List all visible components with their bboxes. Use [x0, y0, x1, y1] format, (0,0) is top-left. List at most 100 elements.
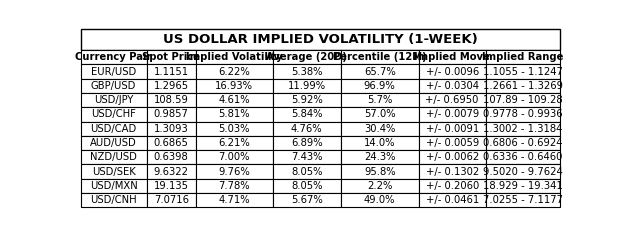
Bar	[147, 150, 196, 165]
Bar	[341, 93, 419, 107]
Text: 107.89 - 109.28: 107.89 - 109.28	[483, 95, 562, 105]
Text: 0.6336 - 0.6460: 0.6336 - 0.6460	[483, 152, 562, 162]
Text: 6.21%: 6.21%	[218, 138, 250, 148]
Bar	[147, 65, 196, 79]
Bar	[273, 107, 341, 122]
Text: 11.99%: 11.99%	[288, 81, 326, 91]
Bar	[341, 122, 419, 136]
Text: 7.0716: 7.0716	[154, 195, 189, 205]
Bar	[81, 179, 147, 193]
Bar	[419, 179, 486, 193]
Bar	[419, 107, 486, 122]
Bar	[196, 136, 273, 150]
Text: NZD/USD: NZD/USD	[90, 152, 137, 162]
Text: +/- 0.0079: +/- 0.0079	[426, 110, 479, 120]
Text: +/- 0.0091: +/- 0.0091	[426, 124, 479, 134]
Text: +/- 0.0304: +/- 0.0304	[426, 81, 479, 91]
Text: 95.8%: 95.8%	[364, 167, 396, 177]
Bar	[341, 65, 419, 79]
Bar	[81, 150, 147, 165]
Text: USD/JPY: USD/JPY	[94, 95, 133, 105]
Text: +/- 0.0096: +/- 0.0096	[426, 67, 479, 77]
Text: 14.0%: 14.0%	[364, 138, 396, 148]
Bar	[196, 179, 273, 193]
Bar	[147, 50, 196, 65]
Text: 8.05%: 8.05%	[291, 167, 322, 177]
Bar	[486, 50, 560, 65]
Text: 8.05%: 8.05%	[291, 181, 322, 191]
Text: 16.93%: 16.93%	[215, 81, 253, 91]
Bar	[196, 65, 273, 79]
Bar	[147, 136, 196, 150]
Bar	[419, 122, 486, 136]
Bar	[341, 193, 419, 207]
Bar	[273, 122, 341, 136]
Bar	[341, 165, 419, 179]
Text: 1.1055 - 1.1247: 1.1055 - 1.1247	[483, 67, 562, 77]
Bar	[196, 50, 273, 65]
Text: 0.6806 - 0.6924: 0.6806 - 0.6924	[483, 138, 562, 148]
Bar	[419, 50, 486, 65]
Bar	[147, 165, 196, 179]
Bar	[273, 79, 341, 93]
Bar	[81, 122, 147, 136]
Bar	[196, 93, 273, 107]
Text: 5.03%: 5.03%	[219, 124, 250, 134]
Text: 7.00%: 7.00%	[219, 152, 250, 162]
Bar	[486, 79, 560, 93]
Text: 0.9857: 0.9857	[154, 110, 189, 120]
Text: 108.59: 108.59	[154, 95, 189, 105]
Bar	[81, 93, 147, 107]
Text: 49.0%: 49.0%	[364, 195, 396, 205]
Bar	[486, 179, 560, 193]
Text: 9.76%: 9.76%	[218, 167, 250, 177]
Text: USD/CNH: USD/CNH	[91, 195, 137, 205]
Bar	[273, 65, 341, 79]
Text: 1.1151: 1.1151	[154, 67, 189, 77]
Text: EUR/USD: EUR/USD	[91, 67, 136, 77]
Text: Percentile (12M): Percentile (12M)	[333, 52, 426, 62]
Bar	[81, 165, 147, 179]
Bar	[147, 179, 196, 193]
Bar	[147, 79, 196, 93]
Bar	[341, 50, 419, 65]
Text: 5.84%: 5.84%	[291, 110, 322, 120]
Bar	[196, 150, 273, 165]
Bar	[341, 150, 419, 165]
Text: 6.89%: 6.89%	[291, 138, 322, 148]
Text: Implied Range: Implied Range	[482, 52, 564, 62]
Bar	[81, 65, 147, 79]
Text: 4.76%: 4.76%	[291, 124, 322, 134]
Text: Currency Pair: Currency Pair	[76, 52, 152, 62]
Text: 65.7%: 65.7%	[364, 67, 396, 77]
Text: 0.6865: 0.6865	[154, 138, 189, 148]
Bar	[196, 193, 273, 207]
Text: Average (20D): Average (20D)	[266, 52, 348, 62]
Text: AUD/USD: AUD/USD	[90, 138, 137, 148]
Text: 57.0%: 57.0%	[364, 110, 396, 120]
Text: 96.9%: 96.9%	[364, 81, 396, 91]
Text: USD/CHF: USD/CHF	[91, 110, 136, 120]
Text: 6.22%: 6.22%	[218, 67, 250, 77]
Text: +/- 0.1302: +/- 0.1302	[426, 167, 479, 177]
Bar	[486, 93, 560, 107]
Bar	[147, 93, 196, 107]
Bar	[81, 107, 147, 122]
Bar	[147, 107, 196, 122]
Text: USD/SEK: USD/SEK	[92, 167, 136, 177]
Text: 7.43%: 7.43%	[291, 152, 322, 162]
Text: Spot Price: Spot Price	[142, 52, 200, 62]
Text: 1.2965: 1.2965	[154, 81, 189, 91]
Bar	[273, 179, 341, 193]
Bar	[486, 136, 560, 150]
Text: 1.3002 - 1.3184: 1.3002 - 1.3184	[483, 124, 562, 134]
Bar	[486, 122, 560, 136]
Bar	[486, 65, 560, 79]
Text: 30.4%: 30.4%	[364, 124, 396, 134]
Text: US DOLLAR IMPLIED VOLATILITY (1-WEEK): US DOLLAR IMPLIED VOLATILITY (1-WEEK)	[163, 33, 478, 46]
Bar	[273, 136, 341, 150]
Text: 5.67%: 5.67%	[291, 195, 322, 205]
Text: 0.6398: 0.6398	[154, 152, 189, 162]
Text: +/- 0.0461: +/- 0.0461	[426, 195, 479, 205]
Bar	[273, 93, 341, 107]
